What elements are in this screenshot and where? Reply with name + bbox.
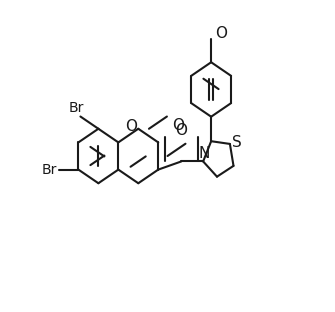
Text: S: S: [232, 135, 242, 150]
Text: O: O: [125, 119, 137, 134]
Text: O: O: [215, 26, 227, 41]
Text: Br: Br: [68, 101, 83, 115]
Text: O: O: [175, 124, 187, 139]
Text: O: O: [172, 118, 184, 133]
Text: N: N: [199, 146, 210, 161]
Text: Br: Br: [42, 163, 57, 177]
